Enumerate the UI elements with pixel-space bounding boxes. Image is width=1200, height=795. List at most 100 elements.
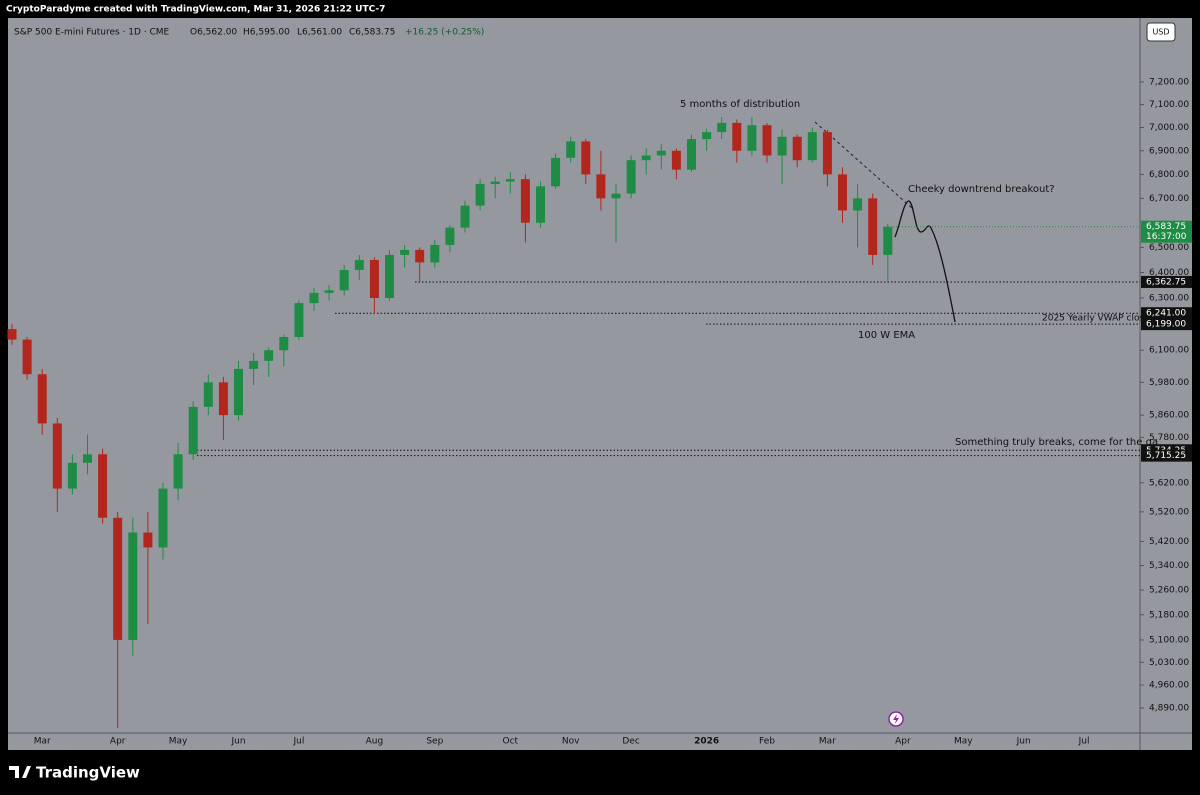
y-tick-label: 5,030.00 [1149, 658, 1189, 668]
x-tick-label: Apr [895, 737, 911, 747]
annotation: 5 months of distribution [680, 99, 800, 110]
candle-body [853, 198, 863, 211]
candle-body [158, 488, 168, 548]
level-box [1141, 275, 1192, 288]
logo: TradingView [9, 764, 140, 782]
y-tick-label: 5,980.00 [1149, 378, 1189, 388]
y-tick-label: 6,300.00 [1149, 293, 1189, 303]
y-tick-label: 4,890.00 [1149, 703, 1189, 713]
candle-body [732, 122, 742, 151]
candle-body [807, 132, 817, 161]
candle-body [460, 205, 470, 228]
candle-body [354, 259, 364, 270]
candle-body [249, 360, 259, 369]
candle-body [490, 181, 500, 184]
candle-body [309, 292, 319, 304]
candle-body [264, 350, 274, 361]
candle-body [188, 406, 198, 455]
y-tick-label: 6,100.00 [1149, 346, 1189, 356]
x-tick-label: Apr [110, 737, 126, 747]
x-tick-label: Nov [562, 737, 580, 747]
candle-body [339, 269, 349, 291]
y-tick-label: 5,100.00 [1149, 635, 1189, 645]
candle-body [22, 339, 32, 375]
y-tick-label: 6,900.00 [1149, 146, 1189, 156]
currency-button[interactable] [1146, 22, 1176, 42]
projection-path [894, 200, 956, 323]
x-tick-label: 2026 [694, 737, 719, 747]
candle-body [218, 382, 228, 416]
candle-body [822, 132, 832, 175]
candle-body [520, 179, 530, 223]
last-price-label: 6,583.75 [1146, 222, 1186, 232]
y-tick-label: 5,520.00 [1149, 507, 1189, 517]
level-box [1141, 449, 1192, 462]
x-tick-label: Jul [292, 737, 304, 747]
candle-body [641, 155, 651, 161]
currency-label: USD [1152, 28, 1169, 37]
candle-body [52, 423, 62, 489]
y-tick-label: 6,700.00 [1149, 194, 1189, 204]
x-tick-label: Dec [622, 737, 639, 747]
header-text: CryptoParadyme created with TradingView.… [6, 5, 385, 15]
candle-body [234, 368, 243, 416]
chart-area [8, 18, 1192, 750]
candle-body [596, 174, 606, 199]
candle-body [626, 160, 636, 194]
x-tick-label: Oct [503, 737, 519, 747]
y-tick-label: 5,780.00 [1149, 433, 1189, 443]
ohlc-value: H6,595.00 [243, 28, 290, 38]
candle-body [369, 259, 379, 298]
x-tick-label: Feb [759, 737, 775, 747]
y-tick-label: 5,860.00 [1149, 411, 1189, 421]
candle-body [279, 336, 289, 351]
y-tick-label: 5,180.00 [1149, 610, 1189, 620]
candle-body [475, 183, 485, 206]
y-tick-label: 7,000.00 [1149, 123, 1189, 133]
candle-body [173, 454, 183, 489]
annotation: Cheeky downtrend breakout? [908, 184, 1055, 195]
candle-body [505, 179, 515, 182]
candle-body [717, 122, 727, 133]
candle-body [203, 382, 213, 407]
candle-body [671, 150, 681, 170]
brand: TradingView [36, 764, 140, 782]
annotation: Something truly breaks, come for the ga [955, 437, 1158, 448]
candle-body [868, 198, 878, 255]
candle-body [581, 141, 591, 175]
trend-line [814, 121, 913, 209]
logo-mark [9, 766, 31, 778]
annotation: 100 W EMA [858, 330, 915, 341]
y-tick-label: 7,200.00 [1149, 77, 1189, 87]
x-tick-label: Mar [34, 737, 51, 747]
candle-body [67, 462, 77, 489]
candle-body [294, 303, 304, 337]
x-tick-label: Sep [426, 737, 443, 747]
y-tick-label: 5,340.00 [1149, 561, 1189, 571]
candle-body [762, 125, 772, 156]
candle-body [324, 290, 334, 293]
candle-body [385, 254, 394, 298]
level-label: 5,715.25 [1146, 451, 1186, 461]
annotation: 2025 Yearly VWAP close [1042, 314, 1150, 324]
level-label: 6,199.00 [1146, 320, 1186, 330]
level-label: 6,362.75 [1146, 277, 1186, 287]
candle-body [747, 125, 757, 151]
y-tick-label: 6,400.00 [1149, 268, 1189, 278]
y-tick-label: 6,500.00 [1149, 243, 1189, 253]
x-tick-label: Jul [1078, 737, 1090, 747]
candle-body [656, 150, 666, 156]
candle-body [792, 136, 802, 161]
x-tick-label: Mar [819, 737, 836, 747]
y-tick-label: 5,620.00 [1149, 478, 1189, 488]
y-tick-label: 4,960.00 [1149, 680, 1189, 690]
candle-body [128, 532, 138, 640]
candle-body [566, 141, 576, 158]
candle-body [430, 244, 440, 263]
candle-body [611, 193, 621, 199]
level-box [1141, 307, 1192, 320]
last-price-box [1141, 220, 1192, 243]
axes: S&P 500 E-mini Futures · 1D · CME O6,562.… [14, 28, 1189, 747]
candle-body [98, 454, 108, 518]
